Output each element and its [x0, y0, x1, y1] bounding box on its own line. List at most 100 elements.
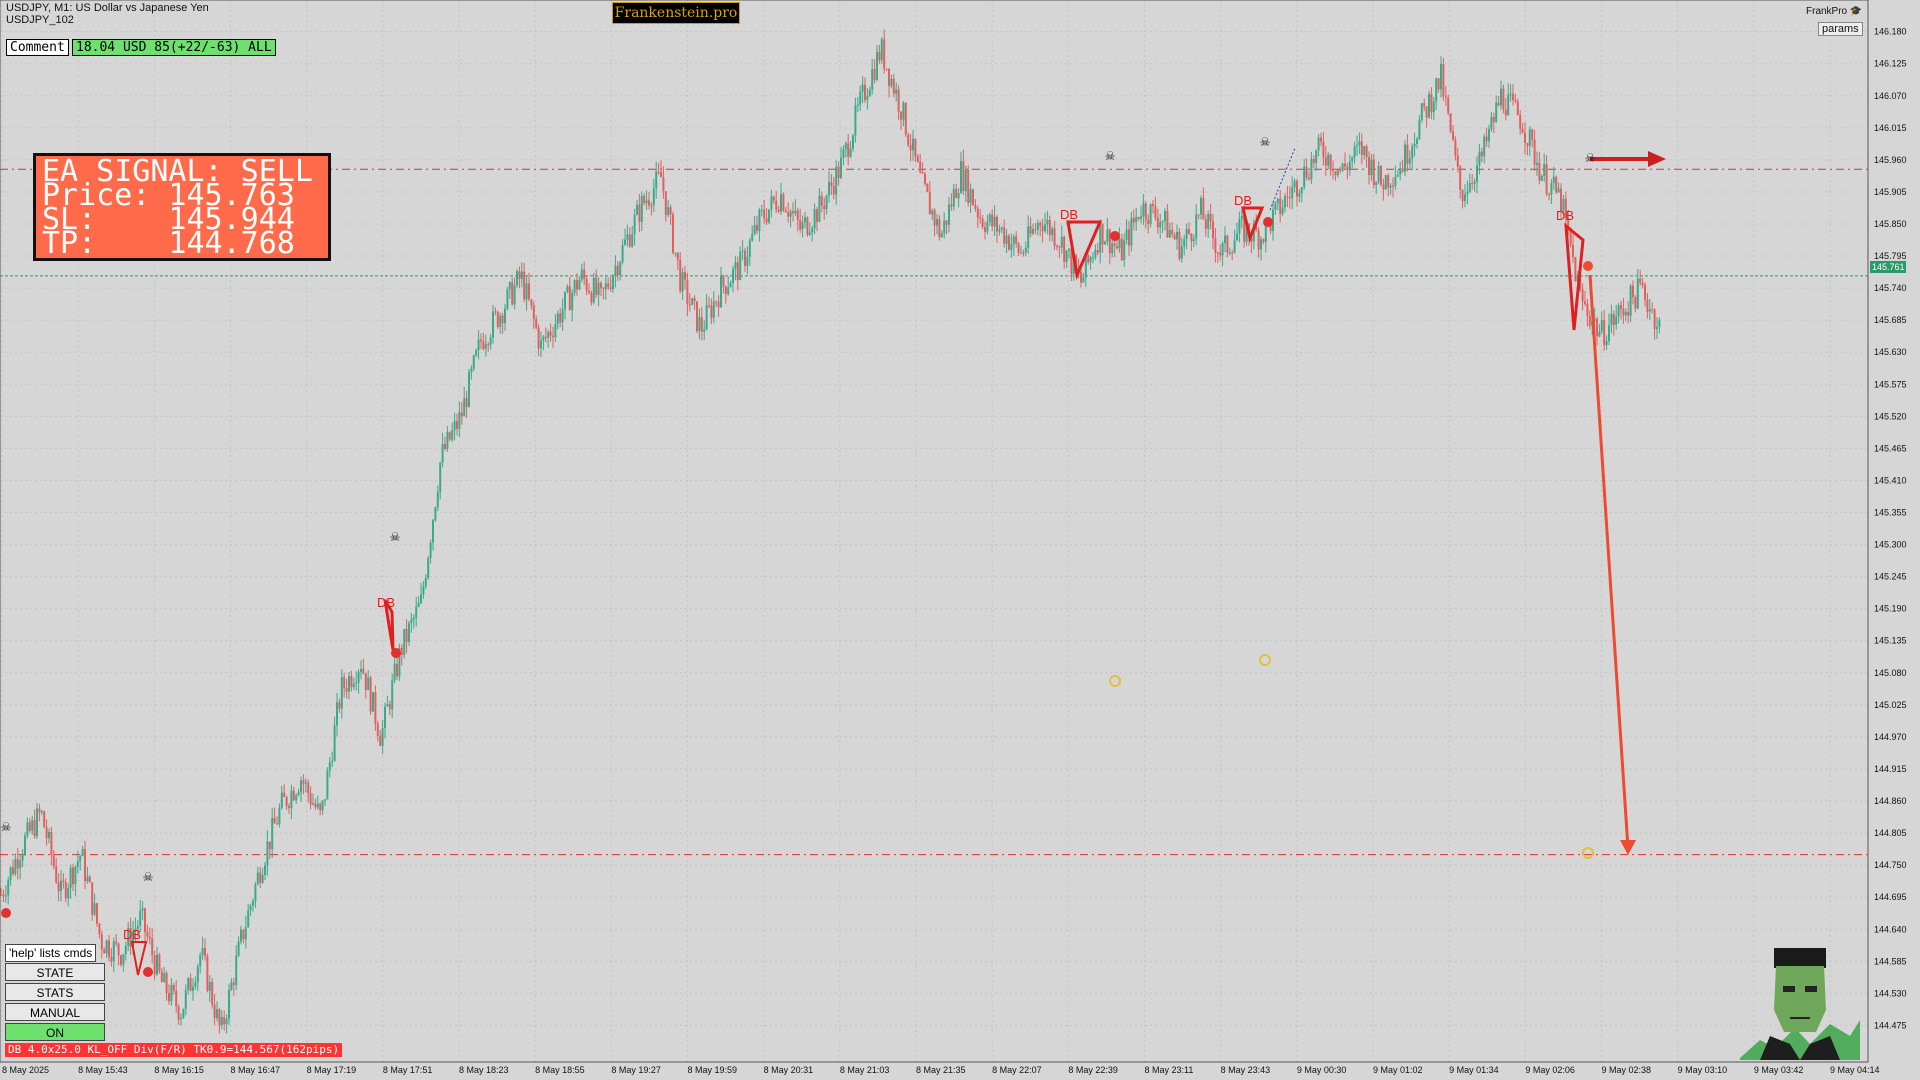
candle-body — [518, 271, 521, 279]
signal-title: EA SIGNAL: SELL — [42, 154, 313, 189]
candle-body — [1641, 282, 1644, 286]
candle-body — [794, 210, 797, 214]
candle-body — [525, 283, 528, 300]
candle-body — [1351, 157, 1354, 162]
candle-body — [288, 806, 290, 809]
time-axis: 8 May 2025 8 May 15:43 8 May 16:15 8 May 16… — [2, 1065, 1880, 1075]
candle-body — [218, 1009, 221, 1026]
candle-body — [991, 214, 994, 227]
candle-body — [1113, 243, 1116, 246]
candle-body — [1555, 176, 1558, 193]
candle-body — [1627, 311, 1630, 316]
candle-body — [153, 955, 156, 975]
candle-body — [1084, 255, 1087, 278]
manual-button[interactable]: MANUAL — [5, 1003, 105, 1021]
brand-label[interactable]: Frankenstein.pro — [612, 2, 740, 24]
candle-body — [60, 880, 62, 892]
candle-body — [48, 832, 50, 839]
price-axis-label: 145.025 — [1874, 700, 1907, 710]
db-pattern-triangle — [1241, 206, 1265, 243]
candle-body — [513, 285, 516, 305]
candle-body — [352, 683, 355, 688]
candle-body — [1178, 231, 1181, 259]
candle-body — [1605, 341, 1608, 346]
candle-body — [456, 420, 458, 429]
candle-body — [492, 311, 494, 338]
price-axis-label: 145.685 — [1874, 315, 1907, 325]
candle-body — [1188, 229, 1190, 234]
candle-body — [240, 929, 242, 942]
candle-body — [1557, 188, 1560, 193]
candle-body — [657, 171, 660, 173]
state-button[interactable]: STATE — [5, 963, 105, 981]
candle-body — [1622, 309, 1625, 316]
candle-body — [1514, 99, 1517, 102]
candle-body — [1243, 215, 1246, 242]
candle-body — [1512, 93, 1514, 100]
candle-body — [1080, 271, 1082, 283]
candle-body — [98, 923, 101, 935]
candle-body — [691, 298, 694, 305]
candle-body — [225, 1019, 228, 1025]
stats-button[interactable]: STATS — [5, 983, 105, 1001]
candle-body — [1574, 256, 1577, 282]
candle-body — [667, 207, 670, 215]
price-axis-label: 144.750 — [1874, 860, 1907, 870]
candle-body — [583, 269, 586, 279]
candle-body — [16, 858, 19, 869]
db-pattern-triangle — [1066, 220, 1103, 281]
candle-body — [1149, 204, 1152, 224]
candle-body — [1147, 219, 1150, 224]
candle-body — [1416, 139, 1418, 144]
candle-body — [552, 335, 554, 338]
candle-body — [988, 214, 991, 222]
candle-body — [1168, 229, 1171, 238]
candle-body — [1048, 219, 1051, 236]
price-axis-label: 145.575 — [1874, 379, 1907, 389]
candle-body — [1394, 176, 1397, 187]
db-label: DB — [123, 927, 141, 942]
time-axis-label: 8 May 18:23 — [459, 1065, 509, 1075]
candle-body — [446, 432, 449, 449]
candle-body — [1363, 146, 1366, 155]
candle-body — [189, 978, 192, 991]
candle-body — [693, 298, 696, 302]
candle-body — [96, 903, 98, 924]
candle-body — [888, 68, 890, 86]
candle-body — [542, 336, 545, 341]
candle-body — [105, 940, 108, 954]
candle-body — [1044, 224, 1046, 232]
db-pattern-triangle — [383, 599, 395, 651]
candle-body — [938, 219, 941, 238]
price-axis-label: 144.585 — [1874, 956, 1907, 966]
candle-body — [259, 872, 262, 883]
candle-body — [396, 663, 398, 677]
candle-body — [859, 91, 862, 105]
candle-body — [165, 972, 168, 994]
candle-body — [768, 209, 770, 223]
time-axis-label: 9 May 01:34 — [1449, 1065, 1499, 1075]
candle-body — [379, 735, 382, 746]
candle-body — [1024, 247, 1027, 253]
comment-label: Comment — [6, 39, 69, 56]
candle-body — [52, 855, 55, 867]
candle-body — [892, 78, 895, 94]
candle-body — [528, 283, 530, 300]
on-toggle-button[interactable]: ON — [5, 1023, 105, 1041]
candle-body — [607, 283, 610, 288]
params-button[interactable]: params — [1818, 22, 1863, 36]
candle-body — [460, 412, 463, 417]
candle-body — [844, 143, 847, 150]
price-axis-label: 145.135 — [1874, 636, 1907, 646]
candle-body — [1111, 243, 1114, 254]
candle-body — [1120, 238, 1123, 261]
candle-body — [878, 51, 881, 61]
candle-body — [2, 894, 5, 897]
candle-body — [1454, 139, 1457, 156]
candle-body — [254, 884, 257, 902]
candle-body — [1533, 139, 1536, 165]
candle-body — [1099, 223, 1102, 253]
candle-body — [31, 820, 34, 831]
candle-body — [480, 339, 482, 342]
